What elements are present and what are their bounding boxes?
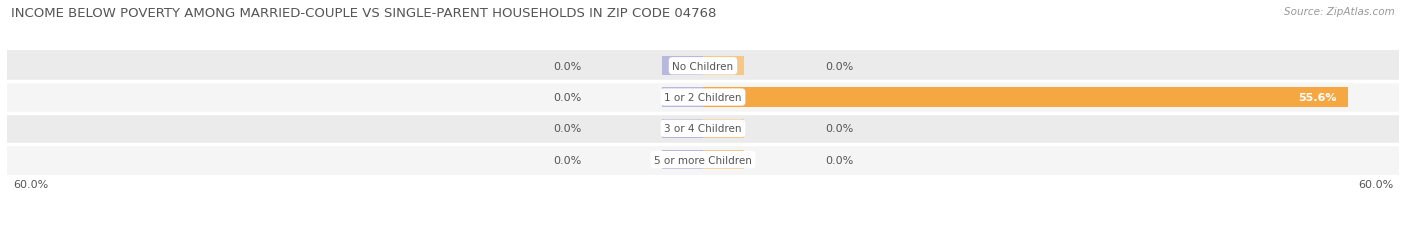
- Bar: [703, 57, 744, 76]
- Text: 0.0%: 0.0%: [825, 61, 853, 71]
- Bar: [662, 88, 703, 107]
- Bar: [7, 82, 1399, 113]
- Text: No Children: No Children: [672, 61, 734, 71]
- Text: 0.0%: 0.0%: [553, 93, 581, 103]
- Legend: Married Couples, Single Parents: Married Couples, Single Parents: [589, 229, 817, 231]
- Text: 0.0%: 0.0%: [553, 124, 581, 134]
- Text: INCOME BELOW POVERTY AMONG MARRIED-COUPLE VS SINGLE-PARENT HOUSEHOLDS IN ZIP COD: INCOME BELOW POVERTY AMONG MARRIED-COUPL…: [11, 7, 717, 20]
- Text: 0.0%: 0.0%: [553, 61, 581, 71]
- Text: 0.0%: 0.0%: [825, 155, 853, 165]
- Bar: [703, 119, 744, 138]
- Text: 0.0%: 0.0%: [825, 124, 853, 134]
- Bar: [703, 88, 1348, 107]
- Text: 60.0%: 60.0%: [13, 179, 48, 189]
- Bar: [662, 57, 703, 76]
- Text: 1 or 2 Children: 1 or 2 Children: [664, 93, 742, 103]
- Text: Source: ZipAtlas.com: Source: ZipAtlas.com: [1284, 7, 1395, 17]
- Bar: [7, 51, 1399, 82]
- Bar: [662, 150, 703, 170]
- Text: 3 or 4 Children: 3 or 4 Children: [664, 124, 742, 134]
- Bar: [662, 119, 703, 138]
- Bar: [7, 113, 1399, 144]
- Bar: [7, 144, 1399, 176]
- Text: 0.0%: 0.0%: [553, 155, 581, 165]
- Text: 60.0%: 60.0%: [1358, 179, 1393, 189]
- Text: 55.6%: 55.6%: [1298, 93, 1336, 103]
- Text: 5 or more Children: 5 or more Children: [654, 155, 752, 165]
- Bar: [703, 150, 744, 170]
